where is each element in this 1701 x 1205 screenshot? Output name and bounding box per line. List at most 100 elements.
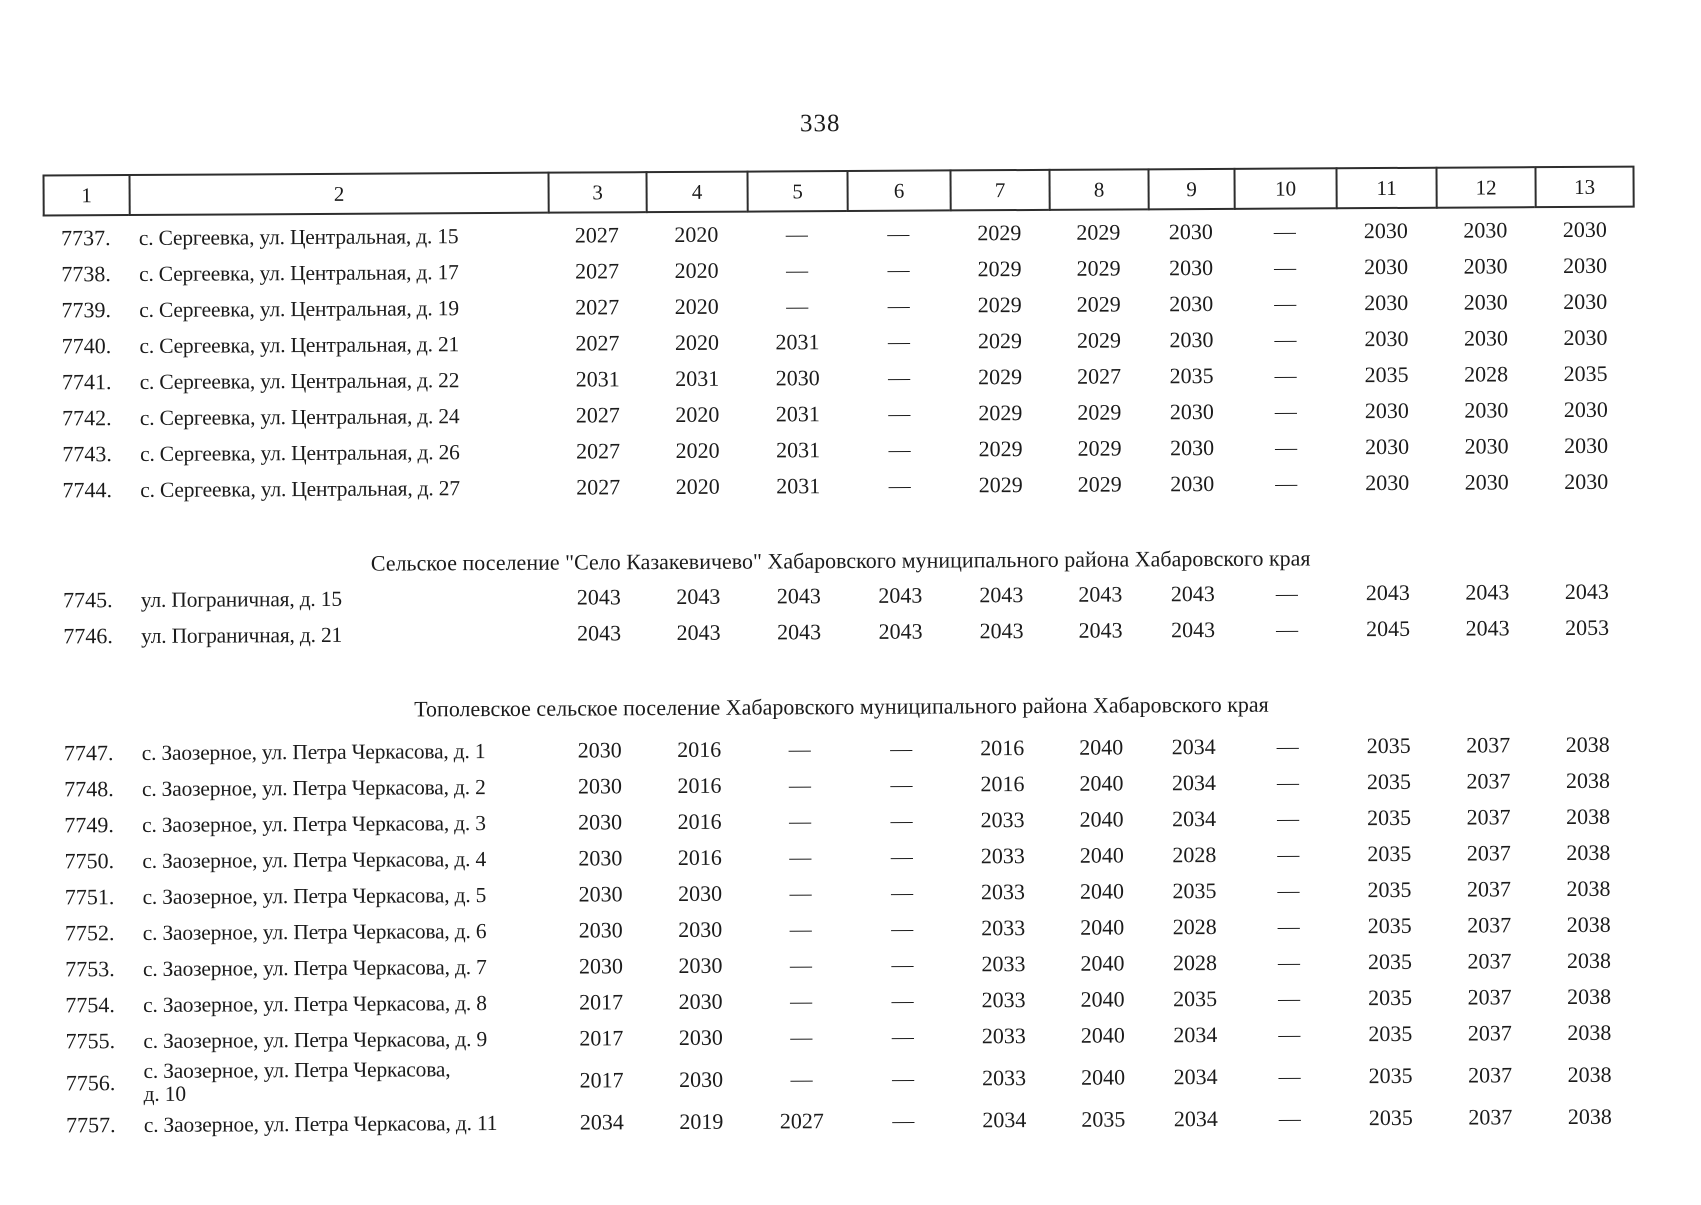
table-row: 7757. с. Заозерное, ул. Петра Черкасова, … — [48, 1099, 1640, 1144]
row-number: 7750. — [64, 848, 115, 874]
year-cell: 2030 — [1563, 396, 1608, 423]
year-cell: 2028 — [1172, 913, 1217, 940]
year-cell: — — [785, 257, 809, 283]
year-cell: 2030 — [1168, 218, 1213, 245]
year-cell: 2030 — [578, 809, 623, 835]
year-cell: — — [891, 1023, 914, 1049]
year-cell: — — [1277, 877, 1300, 903]
column-header-cell: 1 — [42, 174, 129, 217]
table-row: 7744. с. Сергеевка, ул. Центральная, д. 2… — [44, 464, 1636, 509]
address-cell: с. Заозерное, ул. Петра Черкасова, д. 8 — [143, 990, 487, 1017]
year-cell: 2030 — [1170, 470, 1215, 497]
year-cell: 2038 — [1566, 839, 1611, 866]
year-cell: — — [788, 772, 811, 798]
year-cell: — — [785, 221, 808, 247]
year-cell: — — [1278, 985, 1301, 1011]
year-cell: 2030 — [1463, 217, 1508, 243]
year-cell: 2030 — [1168, 254, 1214, 281]
year-cell: 2030 — [1169, 290, 1214, 317]
year-cell: 2030 — [1464, 433, 1509, 459]
address-cell: с. Заозерное, ул. Петра Черкасова, д. 7 — [142, 954, 487, 981]
year-cell: 2035 — [1367, 876, 1412, 903]
address-cell: ул. Пограничная, д. 15 — [140, 586, 342, 612]
year-cell: 2016 — [677, 844, 722, 870]
year-cell: 2040 — [1079, 770, 1124, 796]
year-cell: 2029 — [978, 436, 1023, 462]
year-cell: 2031 — [675, 365, 720, 391]
year-cell: 2033 — [981, 915, 1026, 941]
year-cell: — — [1274, 326, 1297, 352]
year-cell: 2043 — [576, 620, 622, 646]
year-cell: 2040 — [1080, 950, 1125, 976]
year-cell: — — [891, 951, 914, 977]
row-number: 7739. — [61, 297, 112, 323]
year-cell: 2033 — [981, 987, 1026, 1013]
year-cell: 2038 — [1565, 731, 1610, 758]
year-cell: 2043 — [1365, 579, 1410, 606]
year-cell: 2030 — [1563, 432, 1609, 459]
year-cell: — — [789, 880, 812, 906]
year-cell: 2017 — [579, 1067, 624, 1093]
year-cell: 2031 — [776, 473, 821, 499]
year-cell: 2034 — [1173, 1021, 1218, 1048]
year-cell: 2033 — [980, 879, 1026, 905]
year-cell: — — [891, 1065, 915, 1091]
year-cell: — — [888, 436, 911, 462]
year-cell: 2040 — [1080, 1022, 1125, 1048]
year-cell: 2038 — [1566, 911, 1611, 938]
year-cell: 2029 — [978, 364, 1023, 390]
year-cell: 2043 — [1170, 580, 1215, 607]
year-cell: 2030 — [578, 917, 623, 943]
column-header-cell: 8 — [1048, 168, 1148, 211]
year-cell: 2034 — [1173, 1063, 1218, 1090]
year-cell: 2038 — [1567, 983, 1612, 1010]
year-cell: 2029 — [1077, 399, 1122, 425]
year-cell: 2030 — [1365, 469, 1410, 496]
year-cell: 2035 — [1368, 1020, 1413, 1047]
row-number: 7740. — [61, 333, 112, 359]
year-cell: — — [1275, 580, 1298, 606]
year-cell: 2031 — [775, 329, 820, 355]
year-cell: 2030 — [678, 988, 723, 1014]
year-cell: 2020 — [674, 221, 719, 247]
address-cell: с. Заозерное, ул. Петра Черкасова, д. 9 — [143, 1026, 488, 1053]
year-cell: — — [887, 328, 911, 354]
year-cell: 2016 — [677, 772, 722, 798]
year-cell: 2030 — [1363, 217, 1408, 244]
row-number: 7754. — [65, 992, 115, 1018]
year-cell: 2033 — [981, 1065, 1027, 1091]
address-cell: с. Заозерное, ул. Петра Черкасова, д. 4 — [142, 846, 487, 873]
year-cell: — — [891, 987, 914, 1013]
year-cell: 2043 — [1078, 617, 1123, 643]
year-cell: 2030 — [1364, 397, 1409, 424]
year-cell: 2029 — [977, 220, 1022, 246]
year-cell: 2030 — [577, 773, 622, 799]
year-cell: 2043 — [979, 618, 1024, 644]
year-cell: 2030 — [1463, 289, 1508, 315]
year-cell: 2027 — [575, 402, 620, 428]
year-cell: 2030 — [1563, 324, 1608, 351]
year-cell: 2035 — [1172, 877, 1217, 904]
year-cell: — — [1273, 218, 1296, 244]
year-cell: 2043 — [1465, 579, 1510, 605]
column-header-cell: 5 — [746, 170, 847, 213]
year-cell: 2030 — [678, 1024, 723, 1050]
section-header: Тополевское сельское поселение Хабаровск… — [414, 691, 1269, 722]
year-cell: — — [789, 952, 812, 978]
row-number: 7755. — [65, 1028, 116, 1054]
column-header-cell: 4 — [645, 170, 747, 214]
year-cell: 2027 — [575, 294, 620, 320]
year-cell: 2034 — [1171, 733, 1216, 760]
year-cell: 2043 — [576, 584, 621, 610]
year-cell: 2030 — [1364, 433, 1410, 460]
year-cell: 2029 — [1076, 291, 1121, 317]
year-cell: 2035 — [1563, 360, 1608, 387]
year-cell: 2038 — [1567, 1103, 1612, 1129]
address-cell: с. Заозерное, ул. Петра Черкасова, д. 5 — [142, 882, 487, 909]
year-cell: 2040 — [1079, 842, 1124, 868]
year-cell: 2035 — [1367, 912, 1412, 939]
year-cell: — — [1273, 254, 1297, 280]
year-cell: 2030 — [1464, 397, 1509, 423]
year-cell: — — [1278, 1105, 1301, 1131]
